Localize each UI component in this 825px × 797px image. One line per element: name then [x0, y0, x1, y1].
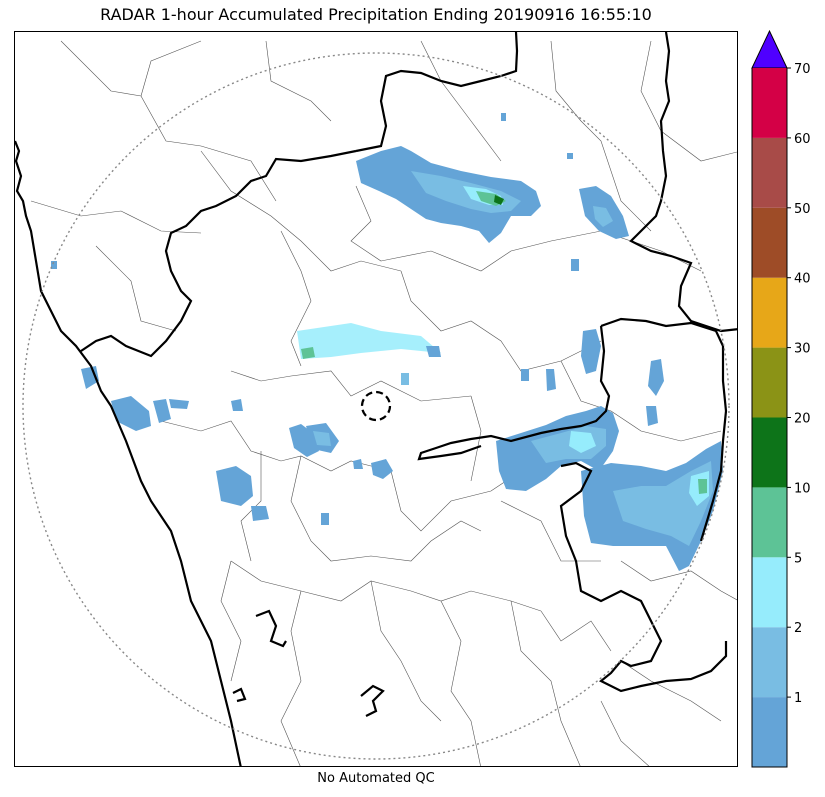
qc-note: No Automated QC: [317, 771, 435, 786]
radar-map[interactable]: [14, 31, 738, 767]
colorbar-swatch: [752, 627, 787, 698]
colorbar-swatch: [752, 137, 787, 208]
colorbar-tick-label: 40: [794, 272, 811, 287]
map-canvas: [15, 32, 737, 766]
colorbar-canvas: 1 2 5 10 20 30 40 50 60 70: [751, 29, 811, 768]
colorbar-swatch: [752, 277, 787, 348]
colorbar-tick-label: 5: [794, 551, 802, 566]
colorbar-border: [751, 68, 788, 768]
precip-echoes: [51, 113, 723, 571]
colorbar-tick-label: 2: [794, 621, 802, 636]
state-boundaries: [15, 32, 737, 766]
range-ring: [22, 52, 730, 760]
colorbar-tick-label: 10: [794, 481, 811, 496]
map-title: RADAR 1-hour Accumulated Precipitation E…: [100, 5, 652, 24]
colorbar-tick-label: 1: [794, 691, 802, 706]
colorbar-swatch: [752, 487, 787, 558]
colorbar-swatch: [752, 68, 787, 138]
colorbar-swatch: [752, 557, 787, 628]
colorbar-tick-label: 70: [794, 62, 811, 77]
colorbar-swatch: [752, 347, 787, 418]
colorbar-swatch: [752, 417, 787, 488]
colorbar: 1 2 5 10 20 30 40 50 60 70: [740, 28, 825, 773]
colorbar-extend-arrow: [751, 29, 788, 69]
colorbar-tick-label: 50: [794, 202, 811, 217]
colorbar-swatch: [752, 207, 787, 278]
district-boundaries: [30, 40, 737, 766]
colorbar-swatch: [752, 697, 787, 767]
colorbar-tick-label: 60: [794, 132, 811, 147]
radar-site-marker: [360, 390, 392, 422]
colorbar-tick-label: 20: [794, 412, 811, 427]
colorbar-tick-label: 30: [794, 342, 811, 357]
